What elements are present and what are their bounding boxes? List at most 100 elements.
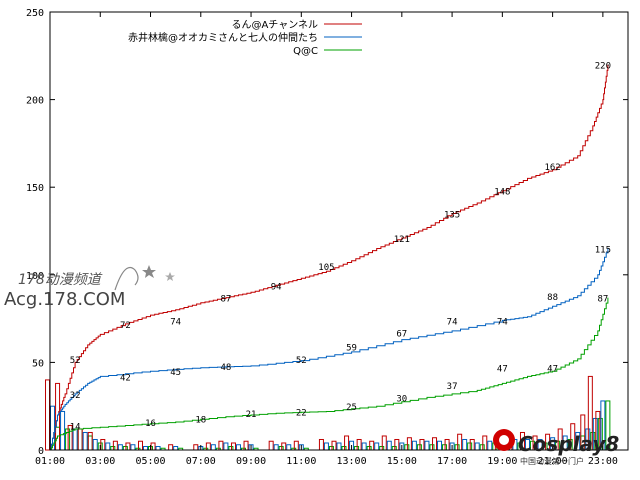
data-label: 220 bbox=[595, 62, 611, 72]
bar-2 bbox=[462, 438, 468, 451]
data-label: 94 bbox=[271, 282, 282, 292]
data-labels: 52 72 74 87 94 105 121 135 148 162 220 32 42 45 48 52 59… bbox=[70, 62, 611, 433]
data-label: 72 bbox=[120, 321, 131, 331]
bar-1 bbox=[318, 438, 324, 451]
bar-3 bbox=[467, 442, 473, 451]
bar-3 bbox=[391, 445, 397, 451]
data-label: 59 bbox=[346, 344, 357, 354]
bar-2 bbox=[235, 444, 241, 451]
axes: 0 50 100 150 200 250 01:00 03:00 05:00 07:00 09:00… bbox=[26, 8, 629, 467]
bar-3 bbox=[341, 445, 347, 451]
legend-entry-label: 赤井林檎@オオカミさんと七人の仲間たち bbox=[128, 31, 318, 44]
y-tick-label: 0 bbox=[38, 446, 44, 457]
bar-1 bbox=[112, 440, 118, 451]
data-label: 48 bbox=[220, 363, 231, 373]
x-tick-label: 23:00 bbox=[588, 456, 618, 467]
x-tick-label: 11:00 bbox=[286, 456, 316, 467]
data-label: 74 bbox=[447, 317, 458, 327]
bar-2 bbox=[117, 444, 123, 451]
data-label: 14 bbox=[70, 422, 81, 432]
bar-2 bbox=[155, 445, 161, 451]
x-tick-label: 09:00 bbox=[236, 456, 266, 467]
bar-2 bbox=[437, 440, 443, 451]
bar-2 bbox=[173, 445, 179, 451]
star-icon bbox=[142, 265, 156, 278]
bar-3 bbox=[442, 444, 448, 451]
data-label: 42 bbox=[120, 373, 131, 383]
bar-2 bbox=[336, 442, 342, 451]
data-label: 148 bbox=[494, 188, 510, 198]
bar-1 bbox=[381, 435, 387, 451]
data-label: 45 bbox=[170, 368, 181, 378]
watermark-right: Cosplay8 中国动漫第一门户 bbox=[493, 429, 619, 466]
data-label: 162 bbox=[544, 163, 560, 173]
bar-1 bbox=[394, 438, 400, 451]
bar-1 bbox=[356, 438, 362, 451]
x-tick-label: 15:00 bbox=[387, 456, 417, 467]
data-label: 16 bbox=[145, 419, 156, 429]
series-line-3 bbox=[50, 297, 609, 451]
bar-1 bbox=[432, 437, 438, 451]
data-label: 18 bbox=[195, 415, 206, 425]
bar-3 bbox=[87, 435, 93, 451]
data-label: 47 bbox=[497, 365, 508, 375]
bar-2 bbox=[474, 442, 480, 451]
x-tick-label: 05:00 bbox=[135, 456, 165, 467]
data-label: 87 bbox=[597, 295, 608, 305]
data-label: 32 bbox=[70, 391, 81, 401]
bar-3 bbox=[416, 444, 422, 451]
bar-2 bbox=[386, 440, 392, 451]
bar-2 bbox=[92, 438, 98, 451]
bar-3 bbox=[366, 445, 372, 451]
bar-2 bbox=[210, 444, 216, 451]
bar-2 bbox=[273, 444, 279, 451]
data-label: 74 bbox=[170, 317, 181, 327]
bar-3 bbox=[454, 444, 460, 451]
bar-1 bbox=[406, 437, 412, 451]
bar-3 bbox=[354, 445, 360, 451]
data-label: 115 bbox=[595, 246, 611, 256]
legend-entry-label: Q@C bbox=[293, 46, 318, 57]
y-tick-label: 200 bbox=[26, 96, 44, 107]
data-label: 21 bbox=[246, 410, 257, 420]
watermark-left-line1: 178动漫频道 bbox=[18, 272, 103, 288]
bar-1 bbox=[482, 435, 488, 451]
x-tick-label: 07:00 bbox=[186, 456, 216, 467]
x-tick-label: 19:00 bbox=[487, 456, 517, 467]
bar-3 bbox=[278, 445, 284, 451]
bar-1 bbox=[457, 433, 463, 451]
series-lines bbox=[50, 64, 609, 451]
series-line-1 bbox=[50, 64, 609, 451]
data-label: 22 bbox=[296, 408, 307, 418]
data-label: 105 bbox=[318, 263, 334, 273]
bar-1 bbox=[205, 442, 211, 451]
data-label: 52 bbox=[296, 356, 307, 366]
watermark-right-brand: Cosplay8 bbox=[518, 432, 619, 456]
bar-1 bbox=[87, 431, 93, 451]
data-label: 37 bbox=[447, 382, 458, 392]
bar-3 bbox=[429, 444, 435, 451]
bar-1 bbox=[193, 444, 199, 451]
x-tick-label: 03:00 bbox=[85, 456, 115, 467]
bar-2 bbox=[130, 444, 136, 451]
bar-3 bbox=[379, 445, 385, 451]
bar-2 bbox=[60, 410, 66, 451]
star-icon bbox=[165, 272, 175, 281]
bar-3 bbox=[328, 445, 334, 451]
watermark-right-subtitle: 中国动漫第一门户 bbox=[520, 456, 584, 466]
bar-3 bbox=[404, 444, 410, 451]
bar-2 bbox=[223, 442, 229, 451]
data-label: 121 bbox=[394, 235, 410, 245]
bar-1 bbox=[469, 438, 475, 451]
bar-2 bbox=[411, 440, 417, 451]
plot-frame bbox=[49, 11, 629, 451]
bar-2 bbox=[286, 444, 292, 451]
data-label: 52 bbox=[70, 356, 81, 366]
y-tick-label: 50 bbox=[32, 358, 44, 369]
bar-3 bbox=[228, 445, 234, 451]
bar-2 bbox=[142, 445, 148, 451]
bar-1 bbox=[344, 435, 350, 451]
y-tick-label: 100 bbox=[26, 271, 44, 282]
